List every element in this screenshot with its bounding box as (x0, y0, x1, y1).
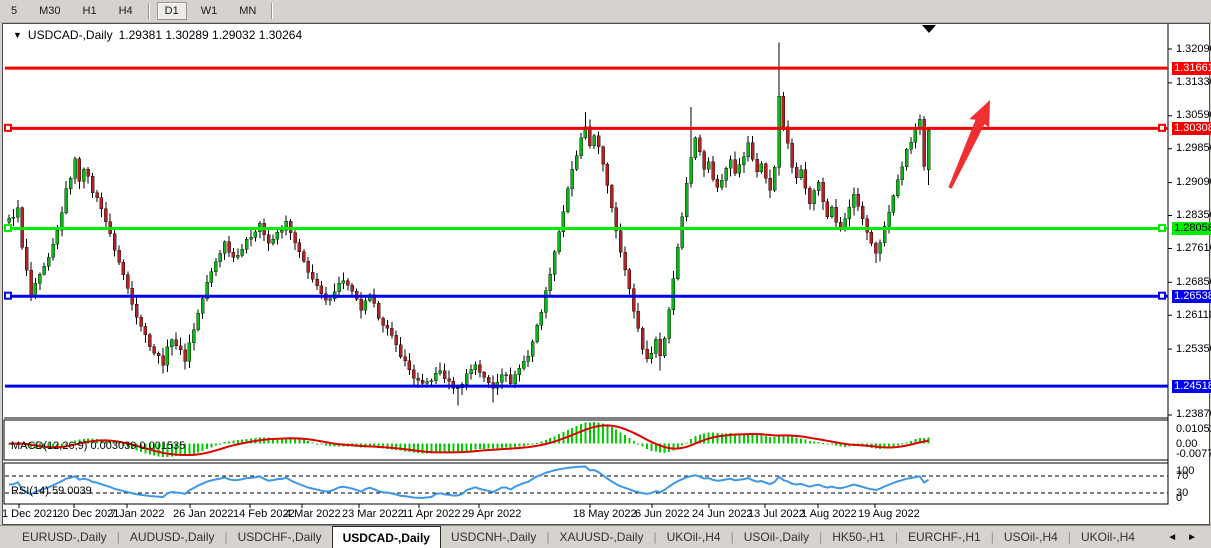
price-axis-tick: 1.26850 (1176, 276, 1211, 288)
annotation-up-arrow[interactable] (948, 100, 990, 189)
tab-usoil-daily[interactable]: USOil-,Daily (734, 526, 819, 548)
chart-ohlc-values: 1.29381 1.30289 1.29032 1.30264 (119, 28, 303, 42)
date-axis-label: 4 Mar 2022 (285, 508, 341, 520)
timeframe-button-5[interactable]: 5 (3, 2, 25, 20)
price-axis-tick: 1.30590 (1176, 109, 1211, 121)
date-axis-label: 7 Jan 2022 (110, 508, 164, 520)
chart-symbol-title: USDCAD-,Daily (28, 28, 113, 42)
tab-usdchf-daily[interactable]: USDCHF-,Daily (228, 526, 332, 548)
tab-ukoil-h4[interactable]: UKOil-,H4 (1071, 526, 1145, 548)
price-axis-tick: 1.26110 (1176, 309, 1211, 321)
price-axis-tick: 1.31330 (1176, 76, 1211, 88)
rsi-label: RSI(14) 59.0039 (11, 485, 92, 497)
date-axis-label: 24 Jun 2022 (692, 508, 753, 520)
price-level-badge: 1.28058 (1172, 222, 1211, 235)
price-axis-tick: 1.29850 (1176, 142, 1211, 154)
chart-dropdown-icon[interactable]: ▼ (13, 31, 22, 40)
tab-usdcnh-daily[interactable]: USDCNH-,Daily (441, 526, 546, 548)
date-axis-label: 1 Aug 2022 (801, 508, 857, 520)
macd-axis-label: -0.007744 (1176, 448, 1211, 460)
date-axis-label: 18 May 2022 (573, 508, 637, 520)
price-axis-tick: 1.27610 (1176, 242, 1211, 254)
timeframe-button-d1[interactable]: D1 (157, 2, 187, 20)
price-axis-tick: 1.28350 (1176, 209, 1211, 221)
tabs-scroll-right-icon[interactable]: ► (1187, 532, 1197, 543)
price-level-badge: 1.30308 (1172, 122, 1211, 135)
tab-eurchf-h1[interactable]: EURCHF-,H1 (898, 526, 991, 548)
date-axis-label: 29 Apr 2022 (462, 508, 521, 520)
candlestick-series (8, 42, 931, 405)
top-triangle-marker (922, 25, 936, 33)
chart-window: ▼ USDCAD-,Daily 1.29381 1.30289 1.29032 … (2, 23, 1210, 525)
price-level-badge: 1.26538 (1172, 290, 1211, 303)
price-level-badge: 1.24518 (1172, 380, 1211, 393)
price-axis-tick: 1.32090 (1176, 43, 1211, 55)
symbol-tab-bar: EURUSD-,Daily|AUDUSD-,Daily|USDCHF-,Dail… (0, 525, 1211, 548)
price-level-badge: 1.31661 (1172, 62, 1211, 75)
date-axis-label: 23 Mar 2022 (342, 508, 404, 520)
timeframe-button-w1[interactable]: W1 (193, 2, 226, 20)
macd-axis-label: 0.01052 (1176, 423, 1211, 435)
chart-title-row: ▼ USDCAD-,Daily 1.29381 1.30289 1.29032 … (13, 28, 302, 42)
date-axis-label: 6 Jun 2022 (635, 508, 689, 520)
hline-1.28058[interactable] (5, 225, 1168, 231)
toolbar-separator (148, 3, 150, 19)
toolbar-separator (271, 3, 273, 19)
date-axis-label: 19 Aug 2022 (858, 508, 920, 520)
timeframe-toolbar: 5 M30 H1 H4 D1 W1 MN (0, 0, 1211, 23)
tab-xauusd-daily[interactable]: XAUUSD-,Daily (549, 526, 653, 548)
price-axis-tick: 1.25350 (1176, 343, 1211, 355)
tab-usdcad-daily[interactable]: USDCAD-,Daily (332, 526, 441, 548)
date-axis-label: 1 Dec 2021 (2, 508, 58, 520)
hline-1.26538[interactable] (5, 293, 1168, 299)
macd-label: MACD(12,26,9) 0.003039 0.001535 (11, 440, 185, 452)
date-axis-label: 13 Jul 2022 (748, 508, 805, 520)
tab-eurusd-daily[interactable]: EURUSD-,Daily (12, 526, 117, 548)
rsi-axis-label: 70 (1176, 470, 1188, 482)
timeframe-button-h4[interactable]: H4 (111, 2, 141, 20)
date-axis-label: 26 Jan 2022 (173, 508, 234, 520)
tab-ukoil-h4[interactable]: UKOil-,H4 (657, 526, 731, 548)
rsi-axis-label: 0 (1176, 492, 1182, 504)
price-axis-tick: 1.23870 (1176, 408, 1211, 420)
tab-hk50-h1[interactable]: HK50-,H1 (822, 526, 895, 548)
tabs-scroll-left-icon[interactable]: ◄ (1167, 532, 1177, 543)
price-axis-tick: 1.29090 (1176, 176, 1211, 188)
tab-usoil-h4[interactable]: USOil-,H4 (994, 526, 1068, 548)
timeframe-button-h1[interactable]: H1 (75, 2, 105, 20)
timeframe-button-mn[interactable]: MN (231, 2, 264, 20)
date-axis-label: 11 Apr 2022 (402, 508, 461, 520)
timeframe-button-m30[interactable]: M30 (31, 2, 68, 20)
tab-audusd-daily[interactable]: AUDUSD-,Daily (120, 526, 225, 548)
